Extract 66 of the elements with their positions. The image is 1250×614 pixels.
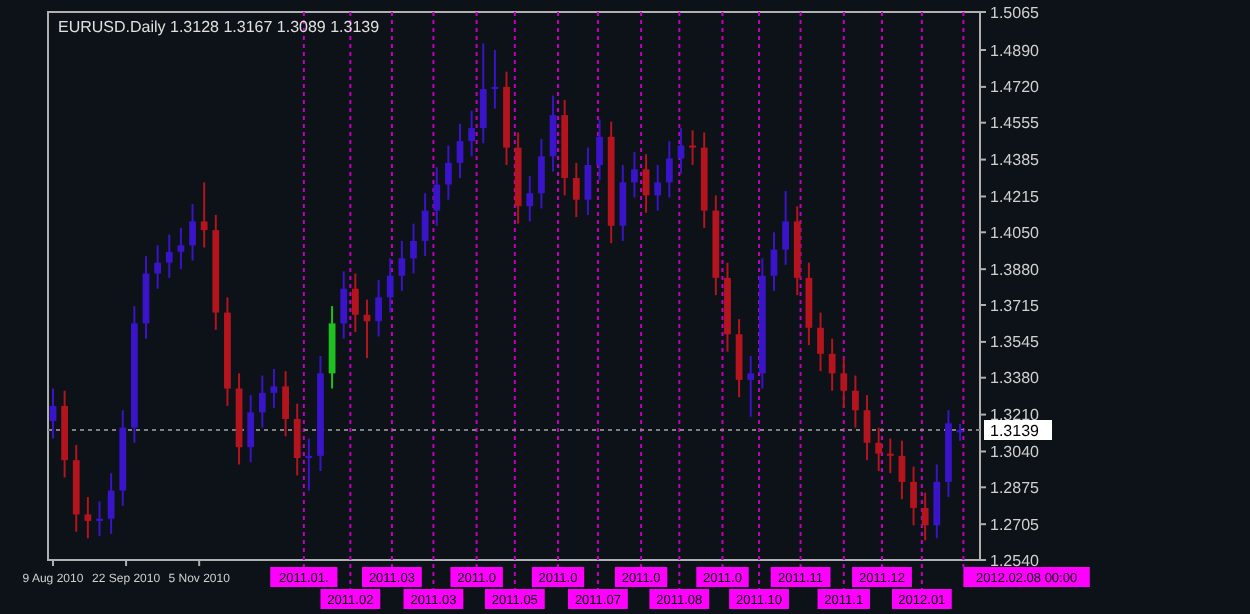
- candlestick: [351, 272, 359, 334]
- candlestick: [933, 463, 941, 540]
- candlestick: [410, 222, 417, 275]
- candlestick: [154, 244, 162, 290]
- y-tick-label: 1.4555: [990, 114, 1041, 133]
- candlestick: [631, 150, 638, 199]
- candlestick: [177, 226, 185, 271]
- chart-title: EURUSD.Daily 1.3128 1.3167 1.3089 1.3139: [58, 18, 381, 36]
- y-tick-label: 1.5065: [990, 3, 1041, 22]
- candlestick: [340, 270, 348, 340]
- candlestick: [689, 129, 696, 167]
- y-tick-label: 1.3880: [990, 260, 1041, 279]
- y-tick-label: 1.4215: [990, 188, 1041, 207]
- y-tick-label: 1.4050: [990, 223, 1041, 242]
- candlestick: [491, 48, 499, 110]
- y-tick-label: 1.4890: [990, 41, 1041, 60]
- candlestick: [875, 426, 883, 473]
- candlestick: [886, 437, 894, 475]
- candlestick: [305, 437, 313, 492]
- candlestick: [654, 164, 662, 212]
- candlestick: [526, 174, 534, 223]
- candlestick: [863, 394, 871, 462]
- candlestick: [258, 374, 266, 429]
- candlestick: [468, 109, 476, 158]
- candlestick: [375, 279, 382, 338]
- candlestick: [247, 394, 255, 464]
- y-tick-label: 1.4720: [990, 78, 1041, 97]
- candlestick: [747, 354, 755, 418]
- candlestick: [200, 181, 208, 249]
- candlestick: [782, 190, 790, 266]
- candlestick: [572, 161, 580, 219]
- y-tick-label: 1.2540: [990, 551, 1041, 570]
- candlestick: [107, 472, 115, 535]
- ref-line-label: 1.3139: [990, 421, 1041, 440]
- candlestick: [444, 144, 452, 201]
- candlestick: [828, 337, 836, 392]
- y-tick-label: 1.2875: [990, 478, 1041, 497]
- candlestick: [852, 374, 859, 429]
- y-tick-label: 1.3210: [990, 406, 1041, 425]
- candlestick: [479, 42, 487, 145]
- candlestick: [165, 233, 173, 279]
- candlestick: [282, 370, 289, 438]
- candlestick: [840, 357, 848, 410]
- y-tick-label: 1.3715: [990, 296, 1041, 315]
- candlestick: [921, 491, 929, 542]
- y-tick-label: 1.4385: [990, 151, 1041, 170]
- candlestick: [538, 137, 545, 210]
- candlestick: [84, 496, 92, 540]
- y-tick-label: 1.3040: [990, 443, 1041, 462]
- candlestick: [665, 140, 673, 199]
- candlestick: [398, 239, 406, 292]
- candlestick: [386, 257, 394, 314]
- y-tick-label: 1.2705: [990, 515, 1041, 534]
- candlestick: [293, 402, 301, 477]
- candlestick: [421, 192, 429, 258]
- y-tick-label: 1.3545: [990, 333, 1041, 352]
- candlestick: [433, 166, 441, 227]
- candlestick: [817, 311, 824, 373]
- candlestick: [96, 500, 103, 538]
- candlestick: [596, 118, 603, 182]
- candlestick: [735, 318, 743, 399]
- candlestick: [619, 164, 627, 242]
- y-tick-label: 1.3380: [990, 369, 1041, 388]
- candlestick: [189, 203, 196, 262]
- candlestick: [270, 368, 278, 410]
- candlestick: [910, 465, 917, 527]
